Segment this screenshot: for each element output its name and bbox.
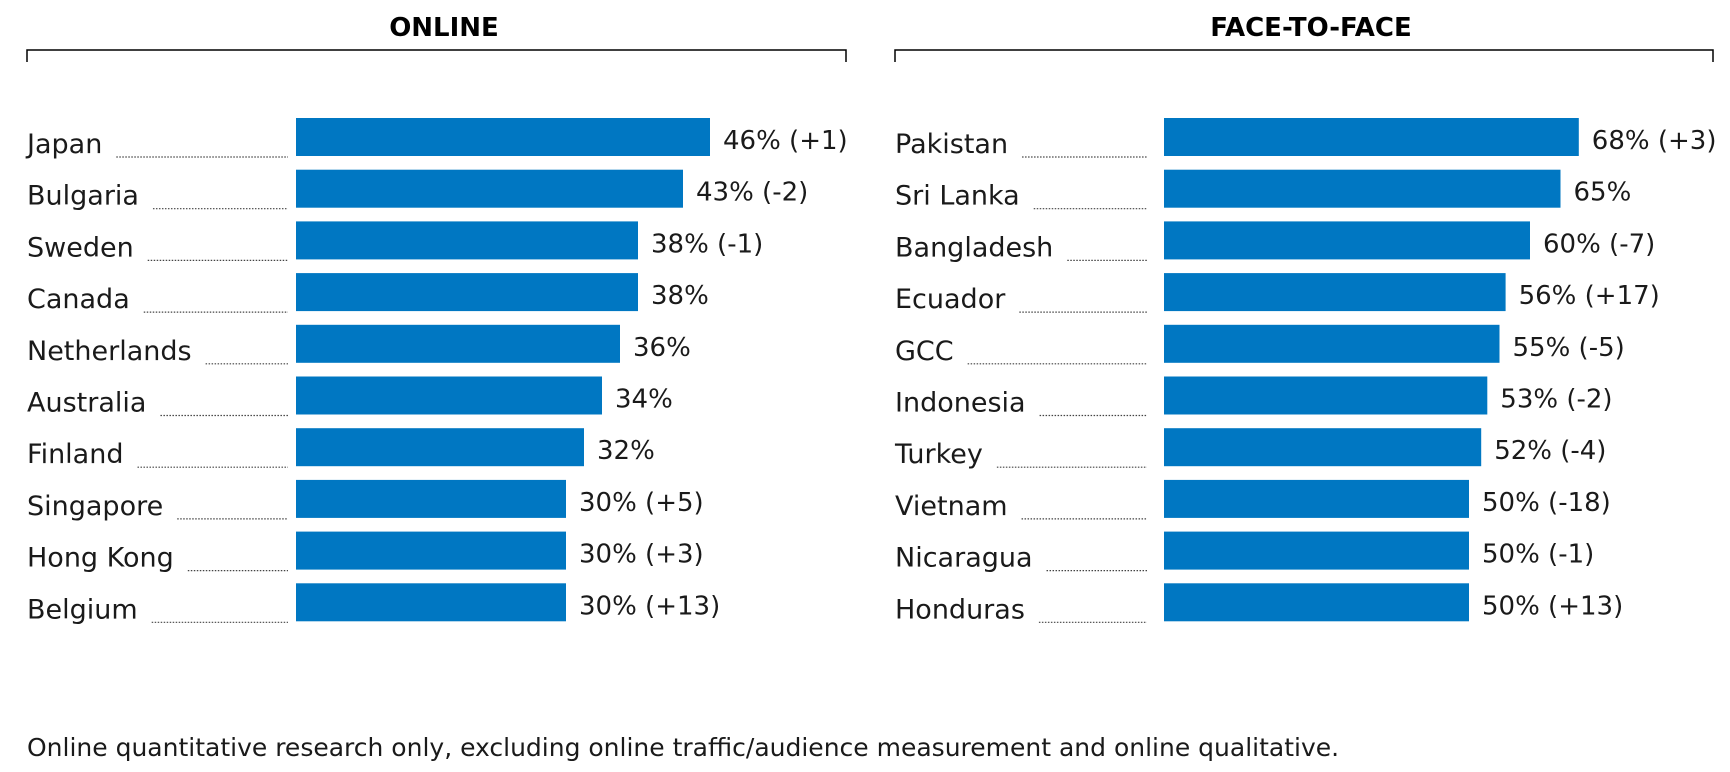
face-to-face-label-turkey: Turkey bbox=[894, 439, 983, 470]
face-to-face-label-indonesia: Indonesia bbox=[895, 388, 1026, 419]
face-to-face-value-ecuador: 56% (+17) bbox=[1519, 281, 1660, 311]
online-value-belgium: 30% (+13) bbox=[579, 591, 720, 621]
online-label-netherlands: Netherlands bbox=[27, 336, 192, 367]
online-label-belgium: Belgium bbox=[27, 594, 138, 625]
online-label-sweden: Sweden bbox=[27, 232, 134, 263]
face-to-face-bar-bangladesh bbox=[1164, 221, 1530, 260]
online-bar-japan bbox=[296, 118, 710, 156]
face-to-face-label-vietnam: Vietnam bbox=[895, 491, 1008, 522]
online-value-japan: 46% (+1) bbox=[723, 126, 848, 156]
online-label-hong-kong: Hong Kong bbox=[27, 543, 174, 574]
online-label-singapore: Singapore bbox=[27, 491, 163, 522]
online-value-singapore: 30% (+5) bbox=[579, 488, 704, 518]
online-value-canada: 38% bbox=[651, 281, 709, 311]
online-bar-canada bbox=[296, 273, 638, 312]
face-to-face-bar-honduras bbox=[1164, 583, 1469, 622]
face-to-face-value-nicaragua: 50% (-1) bbox=[1482, 540, 1594, 570]
online-bar-australia bbox=[296, 376, 602, 415]
online-bar-finland bbox=[296, 428, 584, 467]
face-to-face-bar-indonesia bbox=[1164, 376, 1488, 415]
online-bar-bulgaria bbox=[296, 169, 683, 208]
online-label-bulgaria: Bulgaria bbox=[27, 181, 139, 212]
online-value-finland: 32% bbox=[597, 436, 655, 466]
online-label-canada: Canada bbox=[27, 284, 130, 315]
face-to-face-value-pakistan: 68% (+3) bbox=[1592, 126, 1717, 156]
online-value-bulgaria: 43% (-2) bbox=[696, 178, 808, 208]
online-bracket bbox=[26, 49, 847, 62]
online-bar-netherlands bbox=[296, 324, 620, 363]
face-to-face-label-honduras: Honduras bbox=[895, 594, 1025, 625]
face-to-face-bar-sri-lanka bbox=[1164, 169, 1561, 208]
face-to-face-label-ecuador: Ecuador bbox=[895, 284, 1006, 315]
face-to-face-value-vietnam: 50% (-18) bbox=[1482, 488, 1611, 518]
online-bar-singapore bbox=[296, 479, 566, 518]
face-to-face-label-gcc: GCC bbox=[895, 336, 954, 367]
face-to-face-value-turkey: 52% (-4) bbox=[1494, 436, 1606, 466]
online-label-japan: Japan bbox=[25, 129, 102, 160]
face-to-face-label-sri-lanka: Sri Lanka bbox=[895, 181, 1020, 212]
face-to-face-bar-vietnam bbox=[1164, 479, 1469, 518]
face-to-face-bar-ecuador bbox=[1164, 273, 1506, 312]
face-to-face-bar-gcc bbox=[1164, 324, 1500, 363]
face-to-face-bar-nicaragua bbox=[1164, 531, 1469, 570]
face-to-face-title: FACE-TO-FACE bbox=[1210, 13, 1412, 43]
face-to-face-label-pakistan: Pakistan bbox=[895, 129, 1008, 160]
online-value-netherlands: 36% bbox=[633, 333, 691, 363]
online-label-australia: Australia bbox=[27, 388, 146, 419]
face-to-face-bar-turkey bbox=[1164, 428, 1482, 467]
online-bar-hong-kong bbox=[296, 531, 566, 570]
face-to-face-value-honduras: 50% (+13) bbox=[1482, 591, 1623, 621]
face-to-face-label-bangladesh: Bangladesh bbox=[895, 232, 1053, 263]
face-to-face-value-sri-lanka: 65% bbox=[1574, 178, 1632, 208]
online-bar-belgium bbox=[296, 583, 566, 622]
face-to-face-label-nicaragua: Nicaragua bbox=[895, 543, 1033, 574]
face-to-face-bar-pakistan bbox=[1164, 118, 1579, 156]
online-value-australia: 34% bbox=[615, 385, 673, 415]
face-to-face-value-gcc: 55% (-5) bbox=[1513, 333, 1625, 363]
online-value-hong-kong: 30% (+3) bbox=[579, 540, 704, 570]
online-bar-sweden bbox=[296, 221, 638, 260]
online-value-sweden: 38% (-1) bbox=[651, 229, 763, 259]
online-title: ONLINE bbox=[389, 13, 499, 43]
footnote: Online quantitative research only, exclu… bbox=[27, 733, 1340, 762]
face-to-face-value-bangladesh: 60% (-7) bbox=[1543, 229, 1655, 259]
face-to-face-value-indonesia: 53% (-2) bbox=[1500, 385, 1612, 415]
online-label-finland: Finland bbox=[27, 439, 123, 470]
face-to-face-bracket bbox=[894, 49, 1714, 62]
